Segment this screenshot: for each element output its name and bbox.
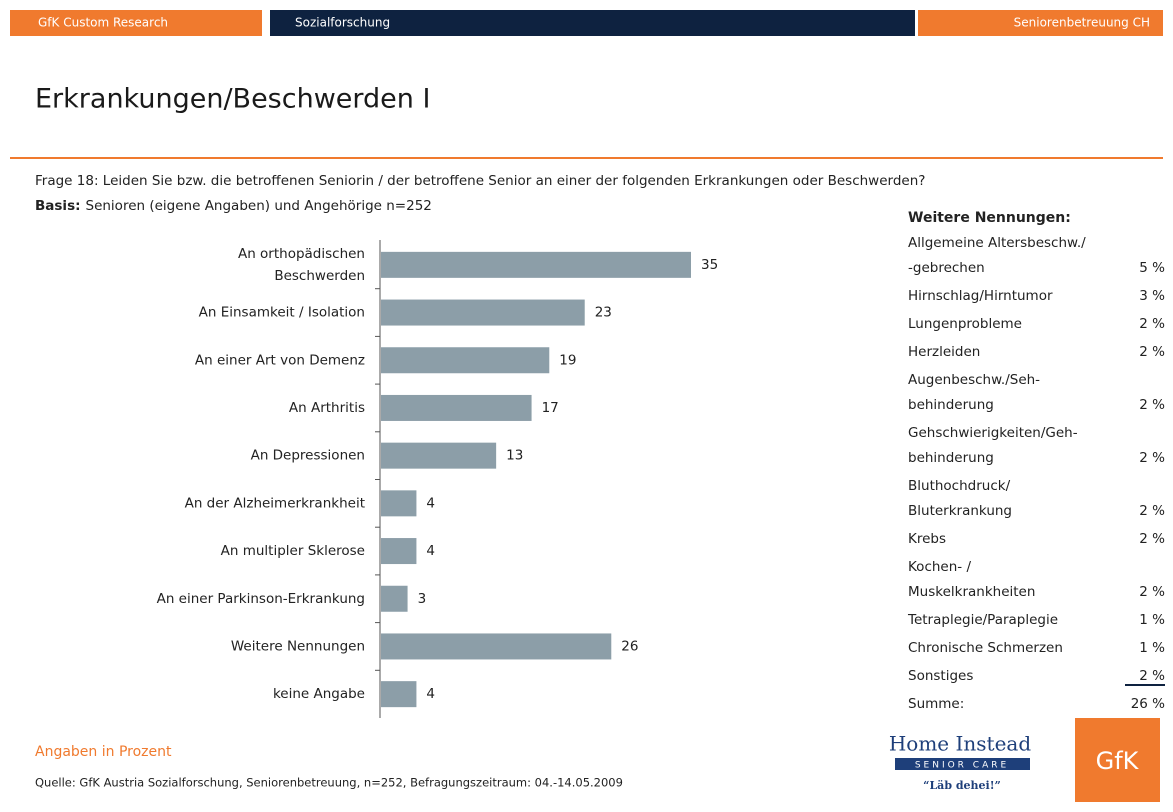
sidebar-label: Sonstiges	[908, 668, 973, 684]
sidebar-value: 5 %	[1139, 260, 1165, 276]
sidebar-value: 1 %	[1139, 640, 1165, 656]
logo-slogan: “Läb dehei!”	[923, 779, 1001, 792]
bar	[381, 299, 585, 326]
header-right-bg	[918, 10, 1163, 36]
bar	[381, 585, 408, 612]
bar	[381, 394, 532, 421]
header-left-bg	[10, 10, 262, 36]
value-label: 4	[426, 495, 435, 511]
sidebar-label: Muskelkrankheiten	[908, 584, 1035, 600]
category-label: An Depressionen	[251, 448, 365, 464]
bar	[381, 251, 691, 278]
sidebar-label: Hirnschlag/Hirntumor	[908, 288, 1053, 304]
sidebar-label: Gehschwierigkeiten/Geh-	[908, 425, 1078, 441]
category-label: An multipler Sklerose	[221, 543, 365, 559]
basis-label: Basis:	[35, 198, 81, 214]
sidebar-value: 2 %	[1139, 344, 1165, 360]
sidebar-label: -gebrechen	[908, 260, 985, 276]
sidebar-value: 2 %	[1139, 316, 1165, 332]
gfk-logo-bg	[1075, 718, 1160, 802]
category-label: An Einsamkeit / Isolation	[199, 305, 365, 321]
sidebar-label: Bluterkrankung	[908, 503, 1012, 519]
logo-band	[895, 758, 1030, 770]
bar	[381, 538, 417, 565]
basis: Basis: Senioren (eigene Angaben) und Ange…	[35, 198, 432, 214]
value-label: 13	[506, 448, 523, 464]
header-right: Seniorenbetreuung CH	[1014, 16, 1150, 30]
sidebar-value: 1 %	[1139, 612, 1165, 628]
basis-text: Senioren (eigene Angaben) und Angehörige…	[86, 198, 432, 214]
sidebar-title: Weitere Nennungen:	[908, 210, 1071, 226]
sidebar-label: Krebs	[908, 531, 946, 547]
category-label: An Arthritis	[289, 400, 365, 416]
sidebar-value: 2 %	[1139, 531, 1165, 547]
category-label: Weitere Nennungen	[231, 638, 365, 654]
value-label: 17	[542, 400, 559, 416]
value-label: 35	[701, 257, 718, 273]
sidebar-value: 2 %	[1139, 584, 1165, 600]
category-label: An orthopädischen	[238, 246, 365, 262]
value-label: 19	[559, 352, 576, 368]
sidebar-label: Lungenprobleme	[908, 316, 1022, 332]
sidebar-label: behinderung	[908, 397, 994, 413]
sidebar-value: 26 %	[1131, 696, 1165, 712]
bar	[381, 633, 612, 660]
sidebar-label: Tetraplegie/Paraplegie	[907, 612, 1058, 628]
note: Angaben in Prozent	[35, 744, 172, 760]
header-center: Sozialforschung	[295, 16, 390, 30]
header-center-bg	[270, 10, 915, 36]
sidebar-label: Allgemeine Altersbeschw./	[908, 235, 1086, 251]
sidebar-value: 2 %	[1139, 503, 1165, 519]
sidebar-value: 3 %	[1139, 288, 1165, 304]
logo-home-instead: Home Instead	[889, 732, 1031, 756]
header-left: GfK Custom Research	[38, 16, 168, 30]
category-label: Beschwerden	[274, 268, 365, 284]
sidebar-label: Summe:	[908, 696, 964, 712]
sidebar-label: Bluthochdruck/	[908, 478, 1011, 494]
sidebar-label: Kochen- /	[908, 559, 971, 575]
sidebar-value: 2 %	[1139, 450, 1165, 466]
value-label: 26	[621, 638, 638, 654]
sidebar-label: Augenbeschw./Seh-	[908, 372, 1040, 388]
sidebar-label: Herzleiden	[908, 344, 980, 360]
question: Frage 18: Leiden Sie bzw. die betroffene…	[35, 173, 925, 189]
category-label: keine Angabe	[273, 686, 365, 702]
category-label: An einer Parkinson-Erkrankung	[157, 591, 365, 607]
category-label: An einer Art von Demenz	[195, 352, 365, 368]
source: Quelle: GfK Austria Sozialforschung, Sen…	[35, 776, 623, 790]
slide-title: Erkrankungen/Beschwerden I	[35, 84, 430, 115]
value-label: 4	[426, 686, 435, 702]
category-label: An der Alzheimerkrankheit	[185, 495, 365, 511]
sidebar-value: 2 %	[1139, 668, 1165, 684]
value-label: 4	[426, 543, 435, 559]
sidebar-label: Chronische Schmerzen	[908, 640, 1063, 656]
bar	[381, 442, 497, 469]
sidebar-value: 2 %	[1139, 397, 1165, 413]
logo-senior-care: SENIOR CARE	[915, 761, 1009, 771]
gfk-logo: GfK	[1096, 747, 1140, 775]
sidebar-label: behinderung	[908, 450, 994, 466]
bar	[381, 490, 417, 517]
value-label: 3	[418, 591, 427, 607]
bar	[381, 347, 550, 374]
bar	[381, 681, 417, 708]
value-label: 23	[595, 305, 612, 321]
